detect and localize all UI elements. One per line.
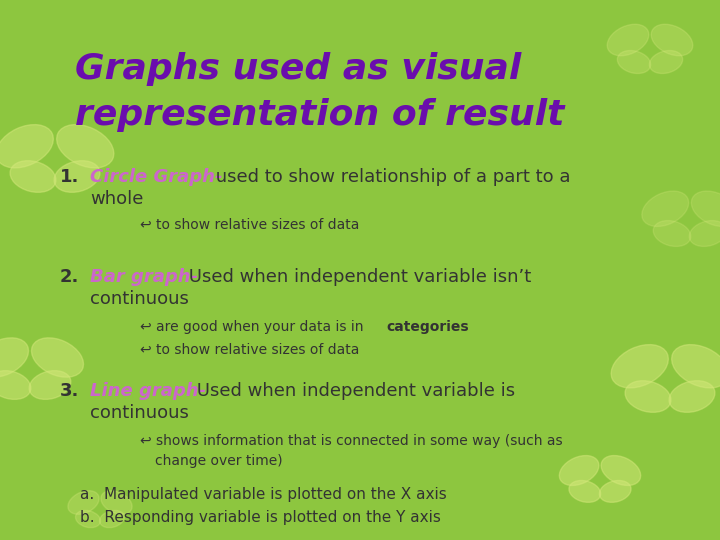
Ellipse shape bbox=[611, 345, 668, 388]
Text: b.  Responding variable is plotted on the Y axis: b. Responding variable is plotted on the… bbox=[80, 510, 441, 525]
Ellipse shape bbox=[32, 338, 84, 377]
Ellipse shape bbox=[599, 481, 631, 502]
Text: continuous: continuous bbox=[90, 290, 189, 308]
Ellipse shape bbox=[0, 125, 53, 168]
Text: ↩ to show relative sizes of data: ↩ to show relative sizes of data bbox=[140, 218, 359, 232]
Ellipse shape bbox=[601, 456, 641, 485]
Ellipse shape bbox=[99, 510, 125, 528]
Text: continuous: continuous bbox=[90, 404, 189, 422]
Ellipse shape bbox=[0, 338, 29, 377]
Text: ↩ are good when your data is in: ↩ are good when your data is in bbox=[140, 320, 368, 334]
Ellipse shape bbox=[569, 481, 600, 502]
Ellipse shape bbox=[672, 345, 720, 388]
Text: Bar graph-: Bar graph- bbox=[90, 268, 198, 286]
Ellipse shape bbox=[54, 161, 100, 192]
Ellipse shape bbox=[642, 191, 688, 226]
Ellipse shape bbox=[30, 370, 71, 400]
Text: Circle Graph-: Circle Graph- bbox=[90, 168, 222, 186]
Text: 3.: 3. bbox=[60, 382, 79, 400]
Ellipse shape bbox=[651, 24, 693, 56]
Ellipse shape bbox=[68, 491, 99, 514]
Ellipse shape bbox=[57, 125, 114, 168]
Ellipse shape bbox=[649, 51, 683, 73]
Text: whole: whole bbox=[90, 190, 143, 208]
Ellipse shape bbox=[607, 24, 649, 56]
Ellipse shape bbox=[689, 220, 720, 246]
Text: a.  Manipulated variable is plotted on the X axis: a. Manipulated variable is plotted on th… bbox=[80, 487, 446, 502]
Text: representation of result: representation of result bbox=[75, 98, 564, 132]
Ellipse shape bbox=[10, 161, 56, 192]
Text: change over time): change over time) bbox=[155, 454, 283, 468]
Text: 2.: 2. bbox=[60, 268, 79, 286]
Text: Used when independent variable isn’t: Used when independent variable isn’t bbox=[183, 268, 531, 286]
Text: Line graph-: Line graph- bbox=[90, 382, 206, 400]
Text: used to show relationship of a part to a: used to show relationship of a part to a bbox=[210, 168, 570, 186]
Ellipse shape bbox=[0, 370, 31, 400]
Text: 1.: 1. bbox=[60, 168, 79, 186]
Ellipse shape bbox=[76, 510, 101, 528]
Text: Used when independent variable is: Used when independent variable is bbox=[191, 382, 515, 400]
Ellipse shape bbox=[559, 456, 599, 485]
Ellipse shape bbox=[653, 220, 690, 246]
Text: categories: categories bbox=[386, 320, 469, 334]
Ellipse shape bbox=[101, 491, 132, 514]
Ellipse shape bbox=[625, 381, 671, 413]
Text: ↩ to show relative sizes of data: ↩ to show relative sizes of data bbox=[140, 343, 359, 357]
Ellipse shape bbox=[617, 51, 651, 73]
Text: ↩ shows information that is connected in some way (such as: ↩ shows information that is connected in… bbox=[140, 434, 562, 448]
Ellipse shape bbox=[669, 381, 715, 413]
Text: Graphs used as visual: Graphs used as visual bbox=[75, 52, 521, 86]
Ellipse shape bbox=[691, 191, 720, 226]
